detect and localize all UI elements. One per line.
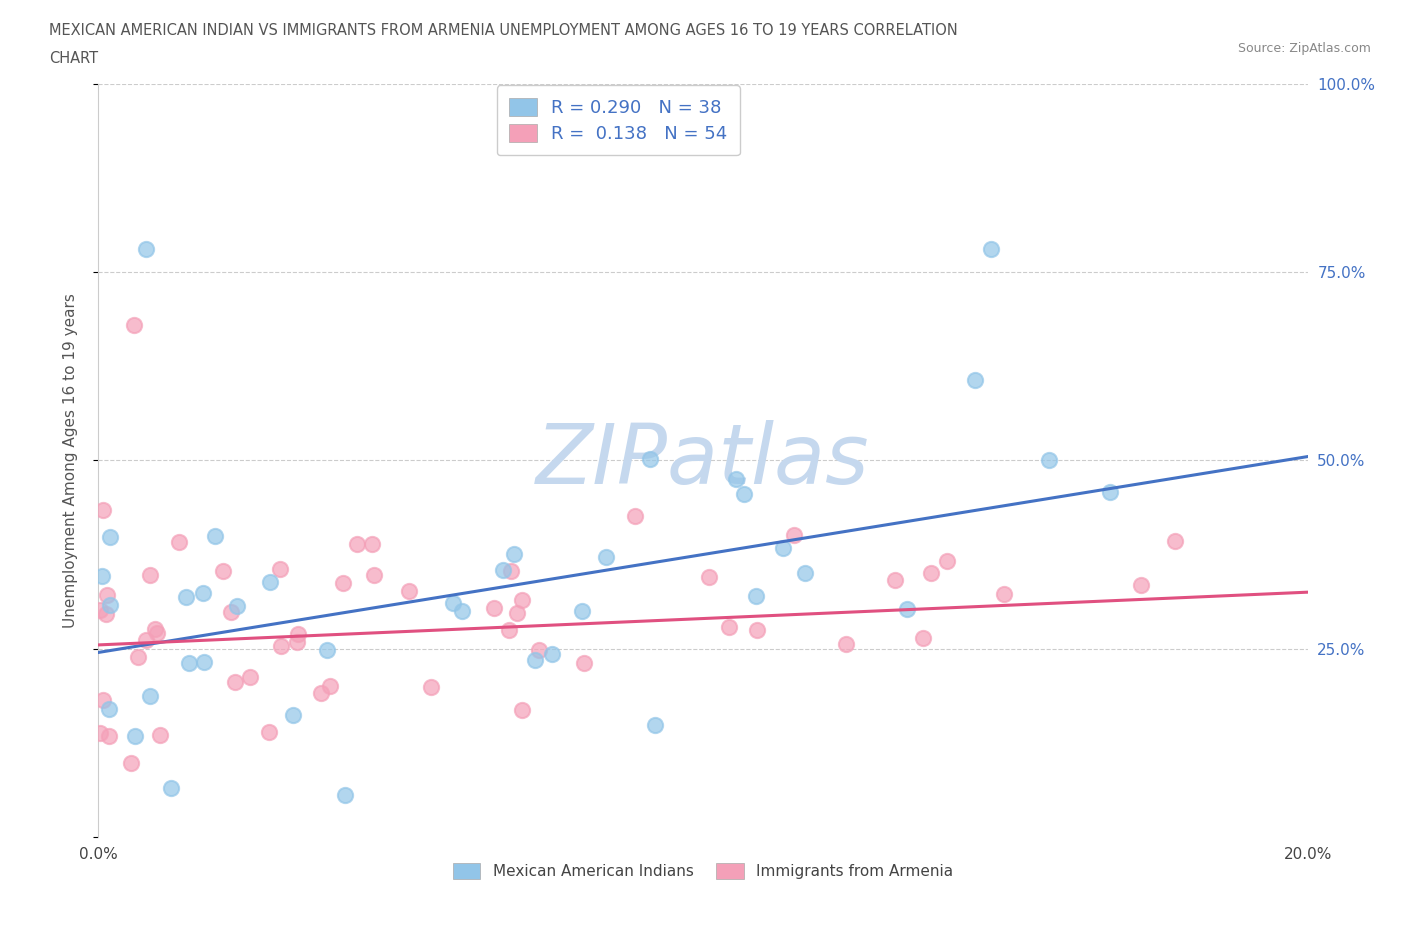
- Point: [332, 576, 354, 591]
- Point: [980, 242, 1002, 257]
- Point: [361, 537, 384, 551]
- Point: [316, 643, 339, 658]
- Point: [835, 637, 858, 652]
- Point: [450, 604, 472, 618]
- Point: [135, 242, 157, 257]
- Point: [91, 502, 114, 517]
- Point: [745, 622, 768, 637]
- Point: [921, 565, 943, 580]
- Point: [595, 549, 617, 564]
- Point: [333, 788, 356, 803]
- Text: MEXICAN AMERICAN INDIAN VS IMMIGRANTS FROM ARMENIA UNEMPLOYMENT AMONG AGES 16 TO: MEXICAN AMERICAN INDIAN VS IMMIGRANTS FR…: [49, 23, 957, 38]
- Point: [782, 527, 804, 542]
- Point: [697, 569, 720, 584]
- Point: [219, 604, 242, 619]
- Point: [793, 565, 815, 580]
- Point: [138, 567, 160, 582]
- Point: [127, 649, 149, 664]
- Point: [191, 585, 214, 600]
- Point: [772, 541, 794, 556]
- Point: [624, 509, 647, 524]
- Point: [501, 564, 523, 578]
- Point: [911, 631, 934, 645]
- Point: [524, 653, 547, 668]
- Point: [510, 702, 533, 717]
- Point: [89, 603, 111, 618]
- Point: [143, 622, 166, 637]
- Point: [204, 529, 226, 544]
- Point: [638, 452, 661, 467]
- Point: [498, 623, 520, 638]
- Point: [212, 565, 235, 579]
- Point: [160, 780, 183, 795]
- Point: [270, 638, 292, 653]
- Point: [346, 537, 368, 551]
- Point: [419, 680, 441, 695]
- Legend: Mexican American Indians, Immigrants from Armenia: Mexican American Indians, Immigrants fro…: [441, 852, 965, 890]
- Point: [96, 606, 118, 621]
- Point: [120, 756, 142, 771]
- Point: [896, 602, 918, 617]
- Point: [146, 626, 169, 641]
- Point: [484, 601, 506, 616]
- Point: [311, 685, 333, 700]
- Point: [884, 573, 907, 588]
- Point: [744, 589, 766, 604]
- Point: [91, 569, 114, 584]
- Point: [1164, 534, 1187, 549]
- Point: [100, 597, 122, 612]
- Point: [193, 655, 215, 670]
- Point: [571, 604, 593, 618]
- Point: [239, 670, 262, 684]
- Point: [965, 373, 987, 388]
- Point: [441, 595, 464, 610]
- Point: [281, 708, 304, 723]
- Point: [529, 643, 551, 658]
- Point: [644, 717, 666, 732]
- Point: [398, 583, 420, 598]
- Point: [492, 563, 515, 578]
- Text: Source: ZipAtlas.com: Source: ZipAtlas.com: [1237, 42, 1371, 55]
- Point: [725, 472, 748, 486]
- Point: [1038, 453, 1060, 468]
- Point: [97, 701, 120, 716]
- Point: [257, 725, 280, 740]
- Point: [139, 688, 162, 703]
- Point: [135, 632, 157, 647]
- Point: [733, 486, 755, 501]
- Point: [287, 627, 309, 642]
- Point: [91, 693, 114, 708]
- Point: [97, 728, 120, 743]
- Point: [506, 605, 529, 620]
- Point: [510, 593, 533, 608]
- Point: [124, 729, 146, 744]
- Point: [318, 678, 340, 693]
- Point: [179, 656, 201, 671]
- Point: [936, 554, 959, 569]
- Point: [540, 646, 562, 661]
- Point: [993, 587, 1015, 602]
- Point: [89, 726, 111, 741]
- Point: [226, 599, 249, 614]
- Text: CHART: CHART: [49, 51, 98, 66]
- Point: [96, 587, 118, 602]
- Point: [363, 567, 385, 582]
- Point: [98, 530, 121, 545]
- Point: [259, 575, 281, 590]
- Point: [502, 547, 524, 562]
- Point: [149, 727, 172, 742]
- Point: [224, 675, 246, 690]
- Point: [1129, 578, 1152, 592]
- Point: [1098, 485, 1121, 499]
- Text: ZIPatlas: ZIPatlas: [536, 419, 870, 501]
- Point: [269, 562, 291, 577]
- Point: [174, 590, 197, 604]
- Point: [124, 317, 146, 332]
- Point: [285, 635, 308, 650]
- Point: [167, 535, 190, 550]
- Y-axis label: Unemployment Among Ages 16 to 19 years: Unemployment Among Ages 16 to 19 years: [63, 293, 77, 628]
- Point: [718, 619, 741, 634]
- Point: [572, 656, 595, 671]
